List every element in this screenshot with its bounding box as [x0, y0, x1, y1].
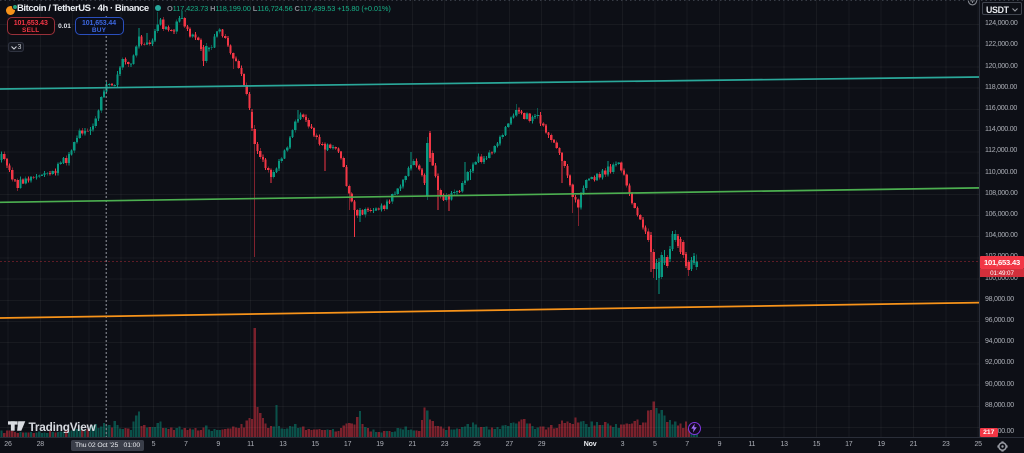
svg-text:TradingView: TradingView — [29, 421, 97, 433]
